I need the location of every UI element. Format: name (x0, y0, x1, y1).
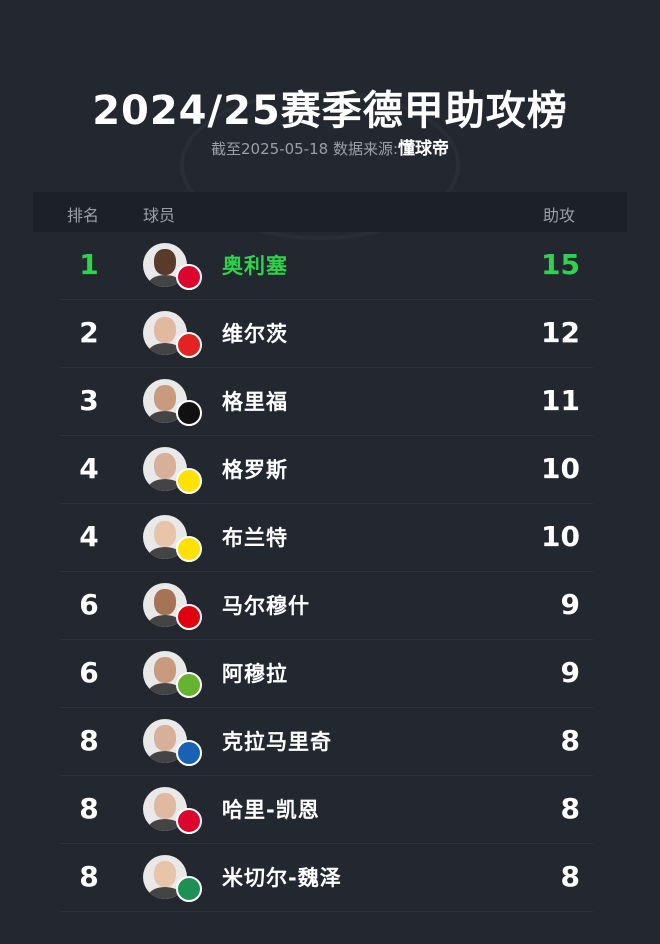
player-name: 马尔穆什 (222, 594, 310, 618)
assists-value: 11 (541, 384, 580, 417)
table-row[interactable]: 1 奥利塞 15 (60, 232, 593, 300)
rank: 4 (79, 452, 99, 485)
rank: 2 (79, 316, 99, 349)
team-badge-icon (176, 672, 202, 698)
player-name: 克拉马里奇 (222, 730, 332, 754)
team-badge-icon (176, 468, 202, 494)
assists-value: 9 (560, 588, 580, 621)
rank: 6 (79, 588, 99, 621)
subtitle: 截至2025-05-18 数据来源:懂球帝 (0, 134, 660, 159)
team-badge-icon (176, 876, 202, 902)
col-player: 球员 (143, 206, 176, 225)
assists-value: 8 (560, 724, 580, 757)
player-name: 维尔茨 (222, 322, 288, 346)
source-brand: 懂球帝 (398, 139, 449, 159)
table-row[interactable]: 6 马尔穆什 9 (60, 572, 593, 640)
player-avatar (143, 583, 187, 627)
team-badge-icon (176, 740, 202, 766)
player-avatar (143, 515, 187, 559)
assists-value: 15 (541, 248, 580, 281)
player-name: 奥利塞 (222, 254, 288, 278)
table-header: 排名 球员 助攻 (33, 192, 627, 232)
team-badge-icon (176, 808, 202, 834)
table-row[interactable]: 2 维尔茨 12 (60, 300, 593, 368)
player-name: 哈里-凯恩 (222, 798, 320, 822)
team-badge-icon (176, 536, 202, 562)
team-badge-icon (176, 264, 202, 290)
assists-value: 9 (560, 656, 580, 689)
date-source-text: 截至2025-05-18 数据来源: (211, 140, 398, 158)
player-name: 格罗斯 (222, 458, 288, 482)
player-name: 布兰特 (222, 526, 288, 550)
player-avatar (143, 719, 187, 763)
table-row[interactable]: 4 布兰特 10 (60, 504, 593, 572)
assists-value: 10 (541, 520, 580, 553)
table-row[interactable]: 6 阿穆拉 9 (60, 640, 593, 708)
assists-value: 12 (541, 316, 580, 349)
table-row[interactable]: 8 克拉马里奇 8 (60, 708, 593, 776)
rank: 1 (79, 248, 99, 281)
team-badge-icon (176, 400, 202, 426)
team-badge-icon (176, 332, 202, 358)
col-rank: 排名 (67, 206, 100, 225)
assists-value: 8 (560, 860, 580, 893)
team-badge-icon (176, 604, 202, 630)
assists-value: 10 (541, 452, 580, 485)
rank: 8 (79, 724, 99, 757)
table-row[interactable]: 4 格罗斯 10 (60, 436, 593, 504)
rank: 4 (79, 520, 99, 553)
table-row[interactable]: 8 哈里-凯恩 8 (60, 776, 593, 844)
rank: 3 (79, 384, 99, 417)
assists-value: 8 (560, 792, 580, 825)
col-assists: 助攻 (543, 206, 576, 225)
page-title: 2024/25赛季德甲助攻榜 (92, 88, 568, 134)
rank: 8 (79, 860, 99, 893)
player-avatar (143, 243, 187, 287)
rank: 6 (79, 656, 99, 689)
player-name: 米切尔-魏泽 (222, 866, 342, 890)
table-row[interactable]: 3 格里福 11 (60, 368, 593, 436)
player-name: 阿穆拉 (222, 662, 288, 686)
rank: 8 (79, 792, 99, 825)
player-name: 格里福 (222, 390, 288, 414)
table-row[interactable]: 8 米切尔-魏泽 8 (60, 844, 593, 912)
